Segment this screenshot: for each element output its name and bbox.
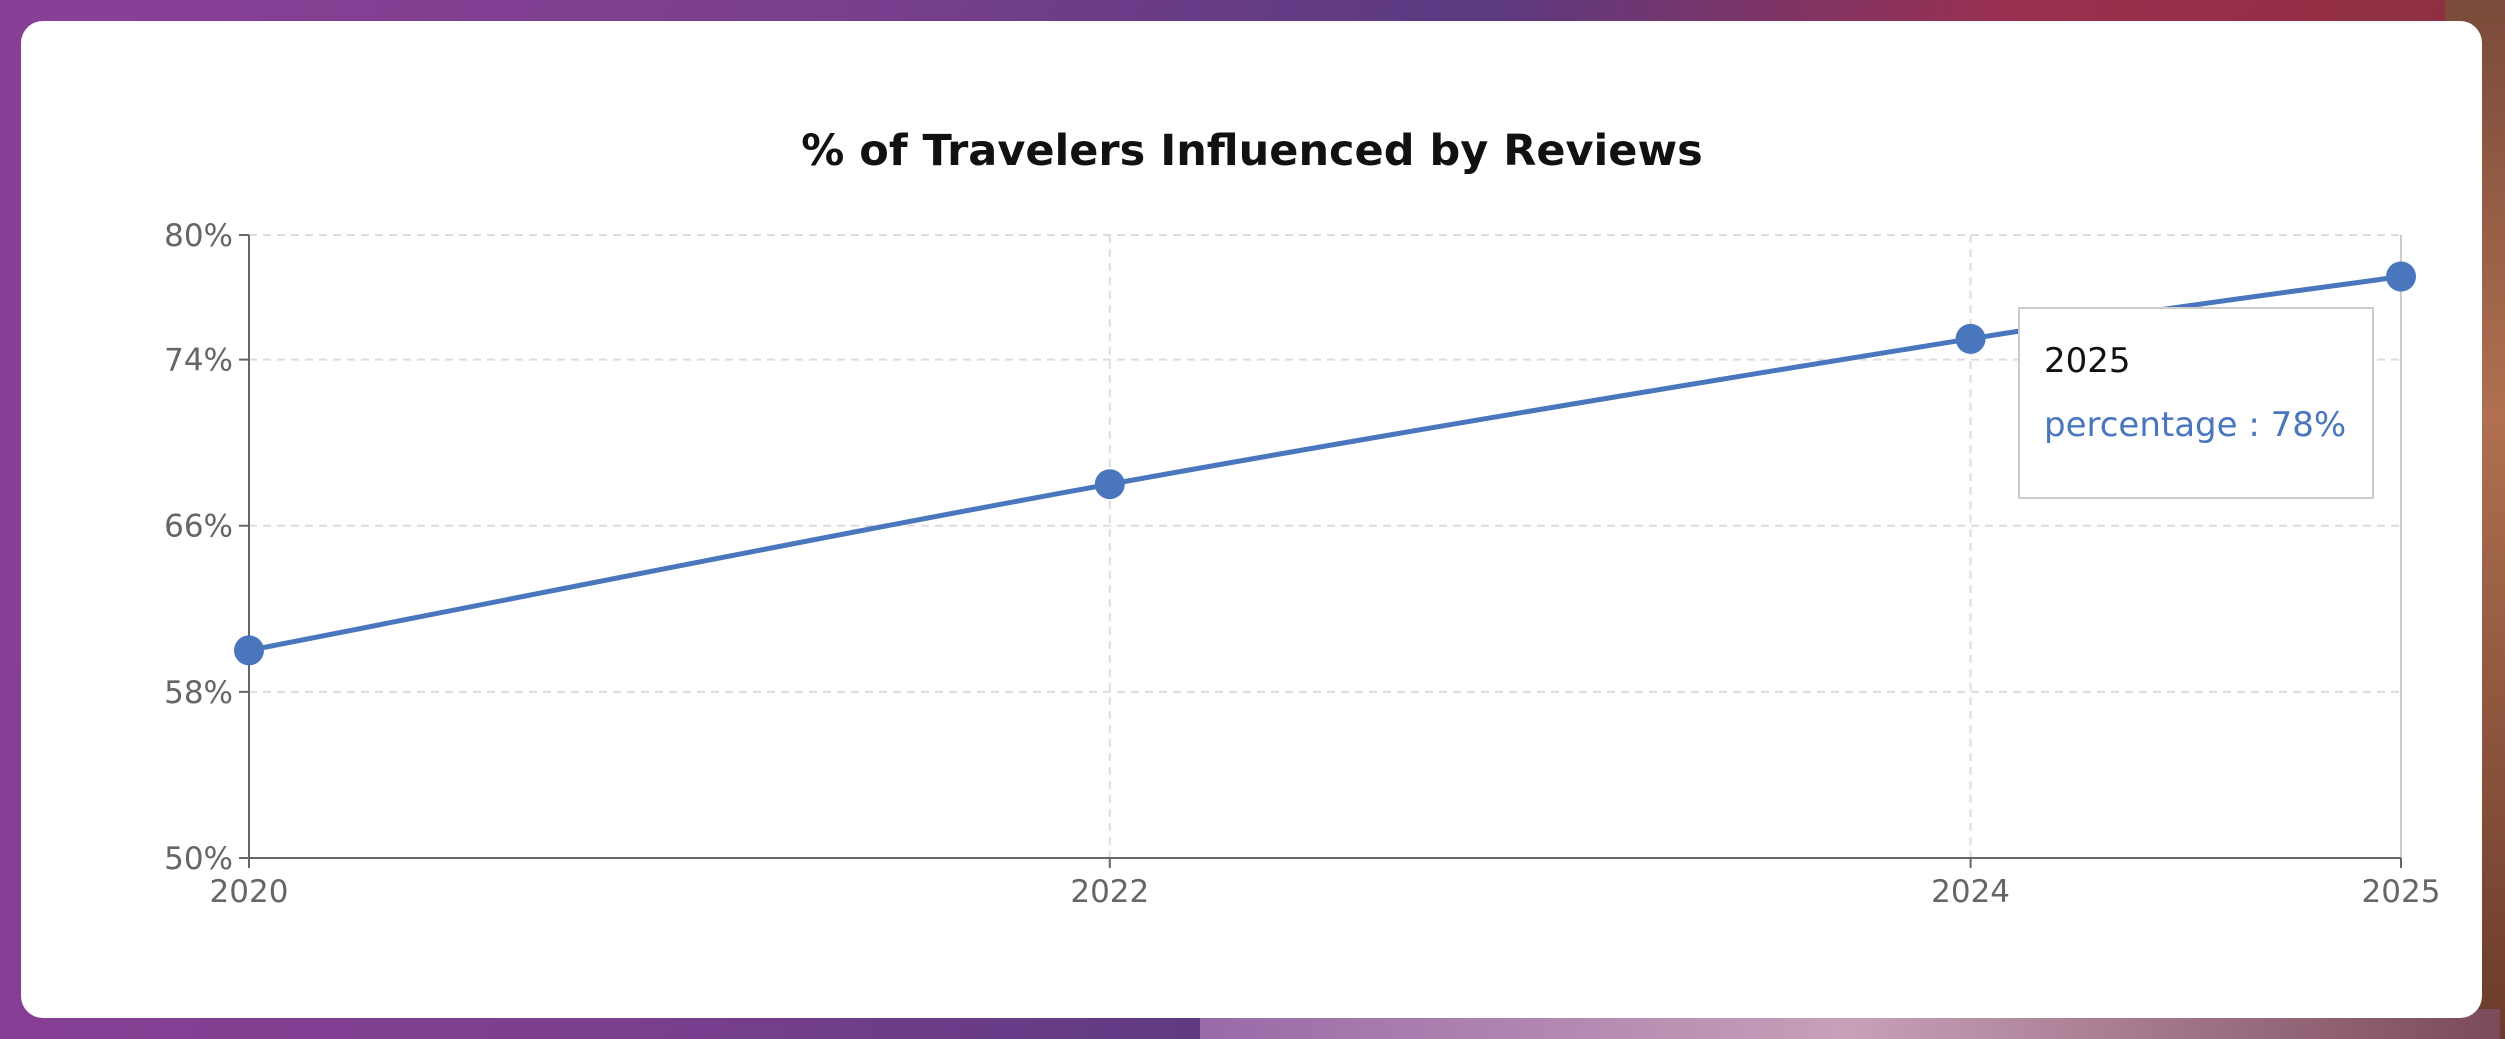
x-tick-label: 2020 bbox=[210, 874, 289, 910]
data-point-2025[interactable] bbox=[2386, 261, 2416, 292]
tooltip-value: percentage : 78% bbox=[2044, 405, 2347, 445]
chart-card bbox=[21, 21, 2482, 1018]
y-tick-label: 80% bbox=[164, 218, 233, 254]
y-tick-label: 50% bbox=[164, 841, 233, 877]
data-point-2022[interactable] bbox=[1094, 469, 1125, 500]
x-tick-label: 2024 bbox=[1931, 874, 2010, 910]
tooltip-title: 2025 bbox=[2044, 341, 2131, 381]
chart-title: % of Travelers Influenced by Reviews bbox=[801, 126, 1703, 176]
y-tick-label: 74% bbox=[164, 343, 233, 379]
y-tick-label: 66% bbox=[164, 509, 233, 545]
data-points bbox=[234, 261, 2416, 666]
tooltip: 2025 percentage : 78% bbox=[2018, 307, 2374, 499]
y-tick-label: 58% bbox=[164, 675, 233, 711]
tick-labels: 50% 58% 66% 74% 80% 2020 2022 2024 2025 bbox=[164, 218, 2440, 910]
data-point-2020[interactable] bbox=[234, 635, 264, 666]
axes bbox=[239, 234, 2402, 868]
data-point-2024[interactable] bbox=[1955, 323, 1986, 354]
x-tick-label: 2022 bbox=[1070, 874, 1149, 910]
x-tick-label: 2025 bbox=[2362, 874, 2441, 910]
